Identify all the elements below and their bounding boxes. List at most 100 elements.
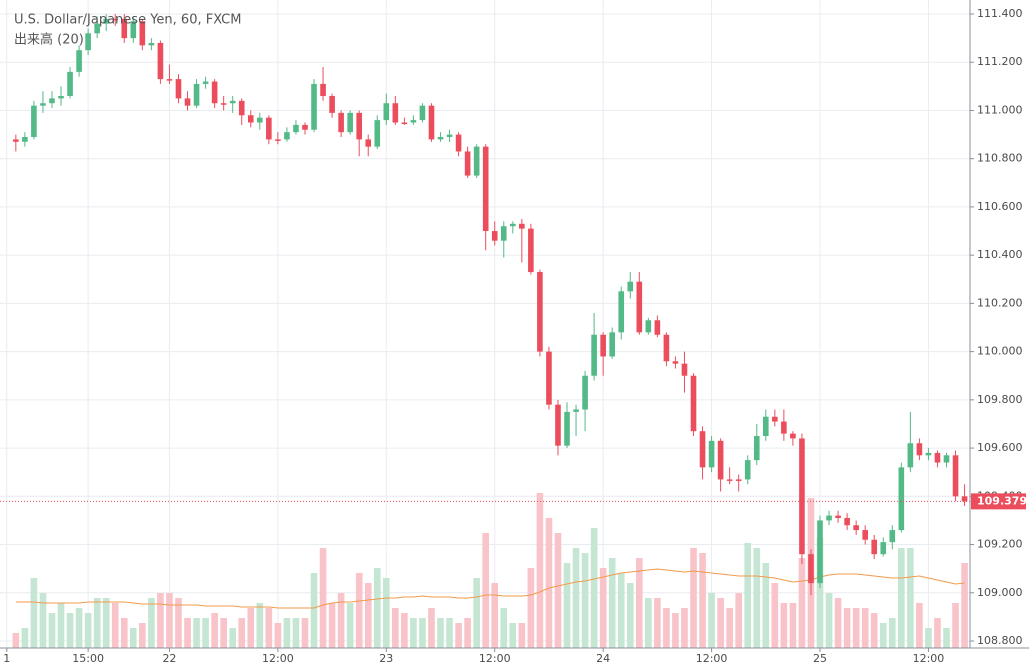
volume-bar bbox=[220, 618, 227, 648]
candle-body bbox=[49, 98, 55, 104]
volume-bar bbox=[75, 608, 83, 648]
candle-body bbox=[347, 112, 353, 133]
volume-bar bbox=[690, 548, 697, 648]
volume-bar bbox=[870, 613, 878, 648]
candle-body bbox=[329, 95, 335, 113]
volume-bar bbox=[211, 613, 218, 648]
candle-body bbox=[220, 103, 227, 105]
volume-bar bbox=[437, 618, 444, 648]
volume-bar bbox=[12, 633, 20, 648]
candle-body bbox=[193, 83, 200, 106]
volume-bar bbox=[373, 568, 381, 648]
candle-body bbox=[175, 79, 182, 99]
volume-bar bbox=[681, 608, 688, 648]
candle-body bbox=[817, 520, 823, 584]
volume-bar bbox=[93, 598, 101, 648]
candle-body bbox=[22, 136, 28, 142]
candle-body bbox=[618, 291, 625, 333]
candle-body bbox=[853, 525, 859, 531]
volume-bar bbox=[825, 593, 833, 648]
volume-bar bbox=[337, 593, 345, 648]
candle-body bbox=[284, 132, 290, 140]
candle-body bbox=[103, 18, 109, 24]
volume-bar bbox=[925, 628, 932, 648]
candle-body bbox=[862, 530, 868, 540]
candle-body bbox=[67, 71, 73, 96]
volume-bar bbox=[328, 603, 336, 648]
y-tick-label: 111.400 bbox=[977, 7, 1023, 20]
candle-body bbox=[229, 100, 236, 104]
volume-bar bbox=[428, 608, 435, 648]
candle-body bbox=[519, 223, 525, 229]
volume-bar bbox=[102, 598, 110, 648]
x-tick-label: 1 bbox=[3, 652, 10, 665]
volume-bar bbox=[383, 578, 390, 648]
y-tick-label: 110.200 bbox=[977, 296, 1023, 309]
volume-bar bbox=[907, 548, 914, 648]
candle-body bbox=[591, 334, 597, 376]
volume-bar bbox=[256, 603, 264, 648]
volume-bar bbox=[57, 603, 65, 648]
volume-bar bbox=[21, 628, 29, 648]
volume-bar bbox=[762, 563, 770, 648]
y-tick-label: 109.800 bbox=[977, 393, 1023, 406]
volume-bar bbox=[518, 623, 526, 648]
volume-bar bbox=[888, 618, 896, 648]
candle-body bbox=[627, 281, 634, 292]
volume-bar bbox=[608, 558, 616, 648]
candle-body bbox=[166, 79, 173, 81]
x-tick-label: 15:00 bbox=[72, 652, 104, 665]
x-tick-label: 22 bbox=[162, 652, 176, 665]
x-tick-label: 12:00 bbox=[262, 652, 294, 665]
volume-bar bbox=[464, 618, 471, 648]
volume-bar bbox=[536, 493, 544, 648]
candle-body bbox=[943, 455, 950, 463]
volume-bar bbox=[879, 623, 887, 648]
candle-body bbox=[799, 438, 805, 555]
candle-body bbox=[293, 124, 299, 133]
candle-body bbox=[31, 105, 37, 137]
last-price-label: 109.379 bbox=[977, 494, 1027, 507]
y-tick-label: 110.000 bbox=[977, 345, 1023, 358]
candle-body bbox=[13, 139, 19, 142]
candle-body bbox=[257, 117, 263, 123]
y-tick-label: 110.400 bbox=[977, 248, 1023, 261]
x-tick-label: 12:00 bbox=[479, 652, 511, 665]
candle-body bbox=[202, 81, 209, 84]
volume-bar bbox=[166, 593, 173, 648]
volume-bar bbox=[274, 623, 282, 648]
volume-bar bbox=[943, 628, 950, 648]
candle-body bbox=[121, 18, 128, 39]
y-tick-label: 110.800 bbox=[977, 152, 1023, 165]
volume-bar bbox=[934, 618, 941, 648]
candle-body bbox=[211, 81, 218, 104]
candle-body bbox=[600, 334, 606, 357]
candle-body bbox=[564, 411, 570, 446]
candle-body bbox=[916, 443, 923, 456]
volume-bar bbox=[672, 613, 679, 648]
volume-bar bbox=[590, 528, 598, 648]
candle-body bbox=[790, 433, 796, 439]
candle-body bbox=[419, 105, 426, 121]
candle-body bbox=[934, 452, 941, 463]
candle-body bbox=[130, 21, 137, 39]
candle-body bbox=[880, 542, 887, 555]
candle-body bbox=[356, 112, 362, 140]
candle-body bbox=[898, 467, 905, 531]
volume-bar bbox=[663, 608, 670, 648]
candle-body bbox=[374, 120, 381, 147]
volume-bar bbox=[84, 613, 92, 648]
y-tick-label: 111.000 bbox=[977, 103, 1023, 116]
y-tick-label: 109.200 bbox=[977, 538, 1023, 551]
candle-body bbox=[112, 18, 119, 21]
volume-bar bbox=[364, 583, 372, 648]
candle-body bbox=[320, 83, 326, 96]
candle-body bbox=[528, 228, 534, 273]
volume-bar bbox=[130, 628, 137, 648]
volume-bar bbox=[247, 608, 255, 648]
candle-body bbox=[184, 98, 191, 106]
candle-body bbox=[690, 375, 697, 432]
x-tick-label: 12:00 bbox=[913, 652, 945, 665]
volume-bar bbox=[735, 593, 742, 648]
